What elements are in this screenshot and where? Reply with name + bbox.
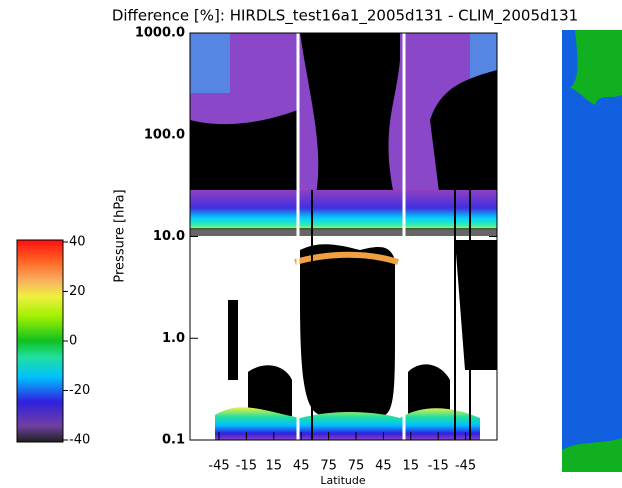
- field-blob: [408, 364, 450, 420]
- y-tick-label: 100.0: [144, 127, 185, 142]
- x-tick-label: 15: [403, 459, 420, 474]
- x-tick-label: -45: [455, 459, 476, 474]
- x-tick-label: 75: [320, 459, 337, 474]
- field-blob: [190, 110, 298, 200]
- colorbar-tick-label: -20: [69, 383, 90, 398]
- field-blob: [430, 70, 497, 200]
- field-blob: [248, 365, 292, 420]
- field-blob: [228, 300, 238, 380]
- map-ocean: [562, 30, 622, 472]
- x-tick-label: -15: [236, 459, 257, 474]
- heatmap-field: [190, 33, 497, 440]
- x-tick-label: 75: [348, 459, 365, 474]
- x-tick-label: 15: [266, 459, 283, 474]
- field-edge: [294, 251, 399, 265]
- field-blob: [455, 240, 497, 370]
- y-tick-label: 0.1: [162, 433, 185, 448]
- field-blob: [300, 244, 395, 415]
- colorbar-tick-label: 0: [69, 334, 77, 349]
- field-patch: [190, 33, 230, 93]
- field-blob: [300, 33, 400, 228]
- map-panel: [562, 30, 622, 472]
- y-tick-label: 1.0: [162, 331, 185, 346]
- y-axis-label: Pressure [hPa]: [113, 189, 128, 282]
- colorbar: [16, 239, 64, 443]
- map-land: [562, 438, 622, 472]
- y-tick-label: 1000.0: [135, 26, 185, 41]
- colorbar-tick-label: 20: [69, 284, 86, 299]
- map-land: [570, 30, 622, 105]
- x-tick-label: -45: [208, 459, 229, 474]
- x-tick-label: 45: [375, 459, 392, 474]
- y-tick-label: 10.0: [153, 229, 185, 244]
- colorbar-tick-label: 40: [69, 235, 86, 250]
- x-axis-label: Latitude: [320, 474, 366, 487]
- field-band: [215, 407, 480, 440]
- field-band: [190, 190, 497, 230]
- x-tick-label: 45: [293, 459, 310, 474]
- colorbar-tick-label: -40: [69, 433, 90, 448]
- chart-title: Difference [%]: HIRDLS_test16a1_2005d131…: [112, 7, 578, 26]
- x-tick-label: -15: [428, 459, 449, 474]
- field-edge: [190, 228, 497, 236]
